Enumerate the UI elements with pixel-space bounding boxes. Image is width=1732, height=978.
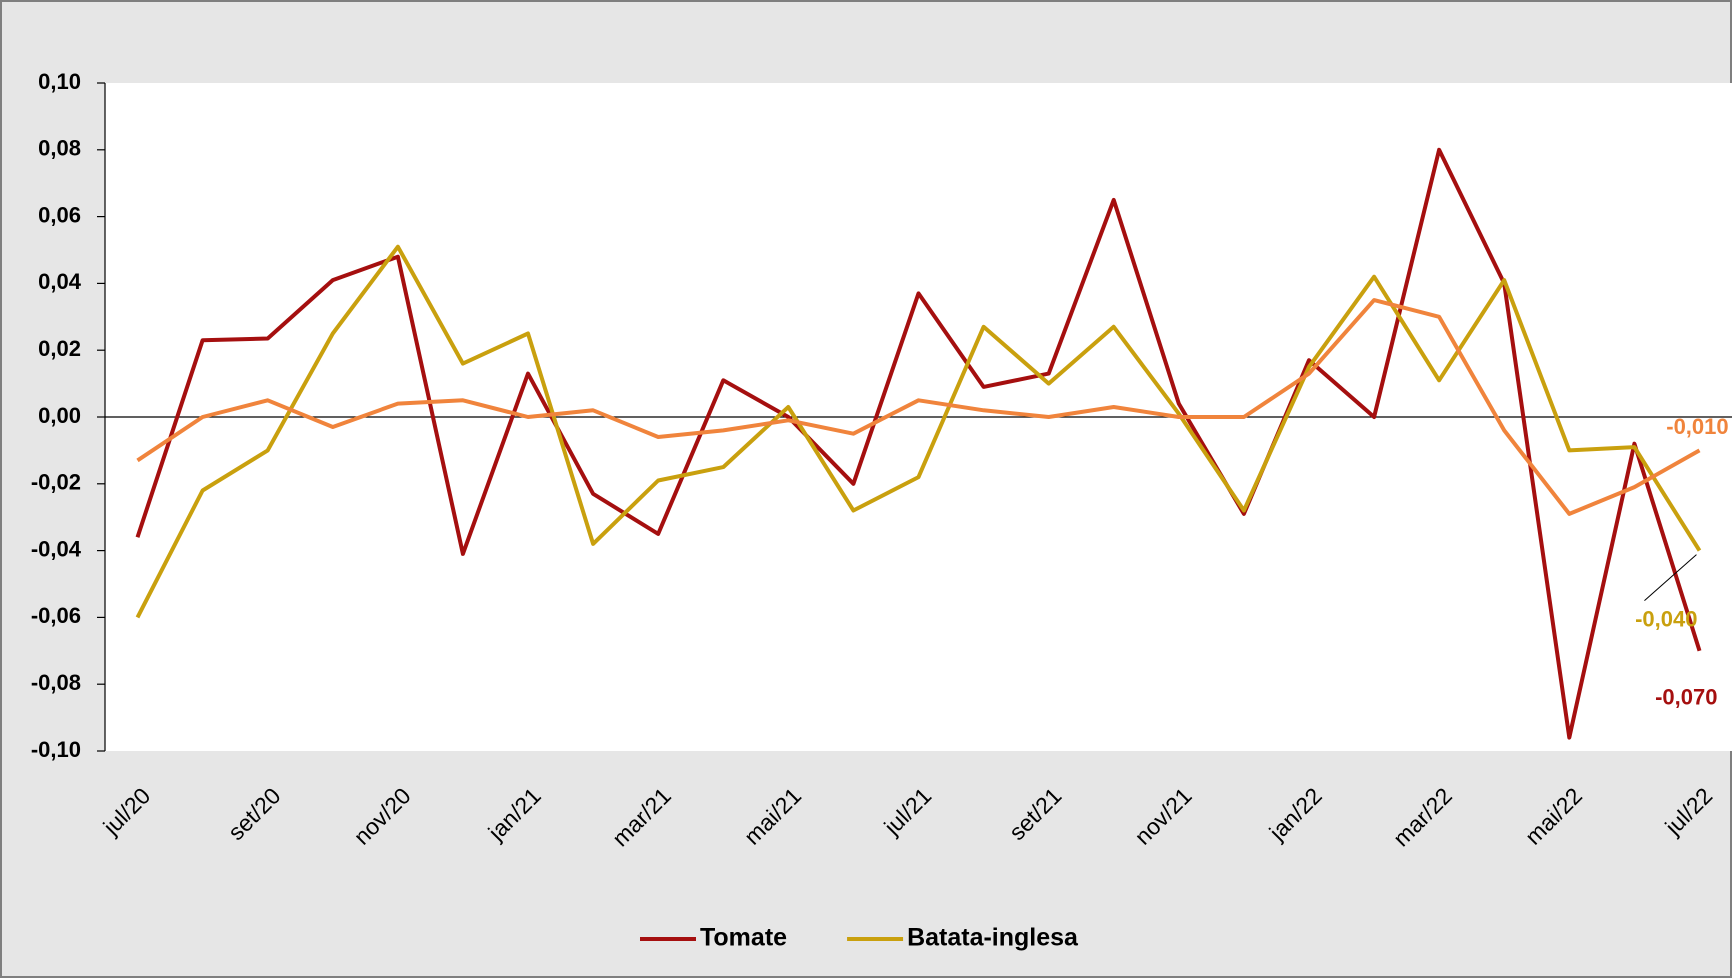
y-tick-label: -0,06 bbox=[31, 603, 81, 628]
series-line bbox=[135, 244, 1702, 619]
y-tick-label: 0,06 bbox=[38, 202, 81, 227]
y-tick-label: 0,10 bbox=[38, 69, 81, 94]
y-tick-label: -0,08 bbox=[31, 670, 81, 695]
data-label: -0,040 bbox=[1635, 606, 1697, 631]
y-tick-label: 0,04 bbox=[38, 269, 82, 294]
y-tick-label: 0,08 bbox=[38, 136, 81, 161]
y-tick-label: -0,02 bbox=[31, 470, 81, 495]
legend-label: Batata-inglesa bbox=[907, 924, 1079, 952]
leader-line bbox=[1644, 554, 1697, 601]
y-tick-label: 0,00 bbox=[38, 403, 81, 428]
series-line bbox=[135, 147, 1702, 740]
legend-label: Tomate bbox=[700, 924, 787, 952]
data-label: -0,070 bbox=[1655, 685, 1717, 710]
data-label: -0,010 bbox=[1666, 414, 1728, 439]
series-line bbox=[136, 298, 1701, 516]
y-tick-label: -0,10 bbox=[31, 737, 81, 762]
y-tick-label: -0,04 bbox=[31, 536, 82, 561]
y-tick-label: 0,02 bbox=[38, 336, 81, 361]
